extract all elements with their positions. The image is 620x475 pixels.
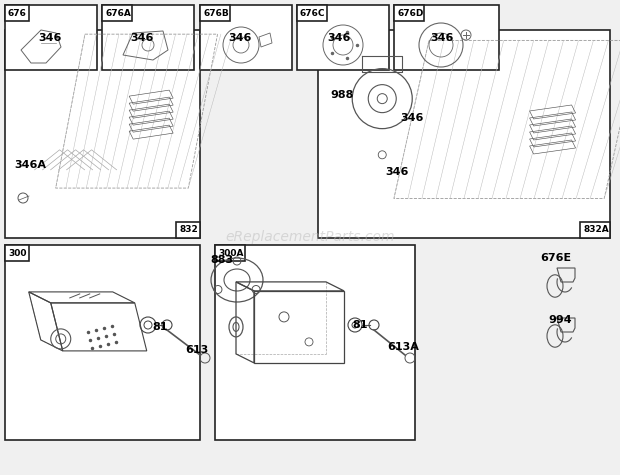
Text: 81: 81 [352,320,368,330]
Text: 613A: 613A [387,342,419,352]
Text: 346: 346 [400,113,423,123]
Bar [102,5,132,21]
Bar [5,245,29,261]
Bar [200,5,292,70]
Text: 832: 832 [179,226,198,235]
Text: 676B: 676B [203,9,229,18]
Bar [394,5,424,21]
Bar [394,5,499,70]
Text: 988: 988 [330,90,353,100]
Text: 346: 346 [38,33,61,43]
Text: 676E: 676E [540,253,571,263]
Bar [580,222,610,238]
Bar [318,30,610,238]
Text: 81: 81 [152,322,167,332]
Text: 676D: 676D [397,9,423,18]
Text: 346: 346 [385,167,409,177]
Bar [5,30,200,238]
Text: 346: 346 [228,33,251,43]
Text: eReplacementParts.com: eReplacementParts.com [225,230,395,245]
Bar [200,5,230,21]
Bar [215,245,245,261]
Bar [102,5,194,70]
Text: 994: 994 [548,315,572,325]
Bar [297,5,389,70]
Bar [5,5,29,21]
Text: 346A: 346A [14,160,46,170]
Text: 676: 676 [8,9,27,18]
Bar [215,245,415,440]
Text: 300: 300 [8,248,27,257]
Text: 346: 346 [327,33,350,43]
Text: 883: 883 [210,255,233,265]
Text: 832A: 832A [583,226,609,235]
Bar [5,245,200,440]
Text: 300A: 300A [218,248,244,257]
Text: 676C: 676C [300,9,326,18]
Text: 676A: 676A [105,9,131,18]
Text: 346: 346 [430,33,453,43]
Text: 613: 613 [185,345,208,355]
Text: 346: 346 [130,33,153,43]
Bar [5,5,97,70]
Bar [297,5,327,21]
Bar [176,222,200,238]
